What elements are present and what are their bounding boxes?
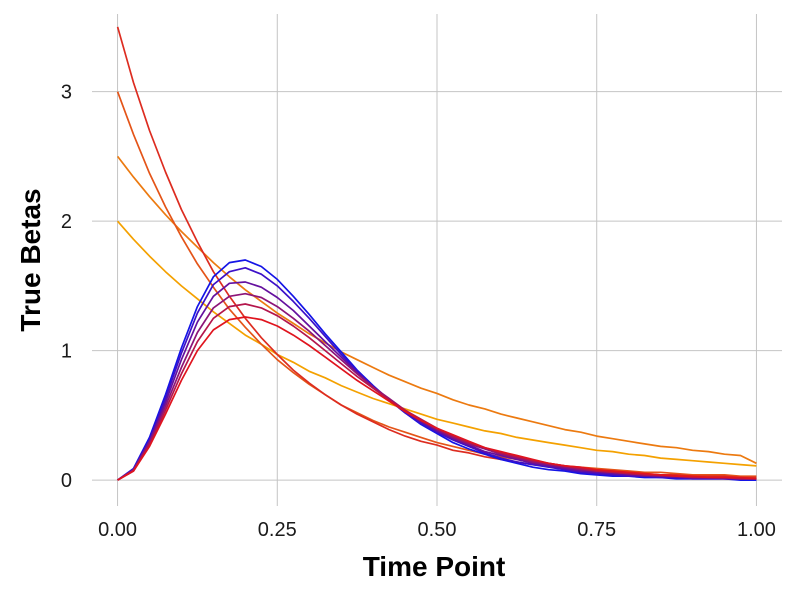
y-tick-label: 3 (61, 82, 72, 104)
series-line-10 (117, 316, 757, 481)
series-line-1 (116, 220, 757, 467)
x-tick-label: 0.75 (577, 519, 616, 541)
y-tick-label: 2 (61, 211, 72, 233)
x-tick-label: 0.50 (418, 519, 457, 541)
x-tick-label: 0.25 (258, 519, 297, 541)
y-tick-label: 1 (61, 341, 72, 363)
y-axis-title: True Betas (15, 188, 46, 331)
series-line-5 (117, 259, 757, 481)
x-tick-label: 1.00 (737, 519, 776, 541)
x-tick-label: 0.00 (98, 519, 137, 541)
y-tick-labels: 0 1 2 3 (61, 82, 72, 492)
series-line-3 (116, 91, 757, 478)
x-axis-title: Time Point (363, 551, 506, 582)
series-line-2 (116, 155, 757, 465)
series-lines (116, 26, 757, 481)
gridlines (92, 14, 782, 506)
series-line-7 (117, 281, 757, 481)
y-tick-label: 0 (61, 470, 72, 492)
x-tick-labels: 0.00 0.25 0.50 0.75 1.00 (98, 519, 776, 541)
